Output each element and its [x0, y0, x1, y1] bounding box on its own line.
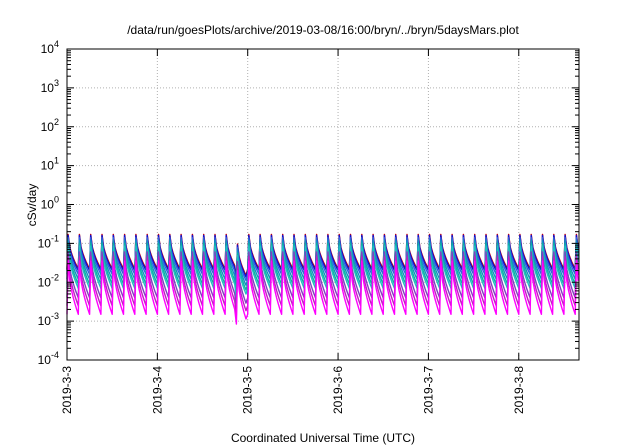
series-line	[66, 251, 579, 309]
x-tick-label: 2019-3-6	[331, 366, 345, 414]
series-line	[66, 256, 579, 317]
x-tick-label: 2019-3-8	[512, 366, 526, 414]
x-axis-label: Coordinated Universal Time (UTC)	[231, 431, 415, 445]
chart-title: /data/run/goesPlots/archive/2019-03-08/1…	[127, 23, 519, 37]
series-line	[66, 239, 579, 290]
axis-ticks	[66, 48, 579, 361]
grid-lines	[67, 49, 579, 360]
x-tick-label: 2019-3-3	[60, 366, 74, 414]
x-tick-label: 2019-3-7	[421, 366, 435, 414]
series-line	[66, 245, 579, 299]
series-line	[66, 234, 579, 281]
series-group	[66, 233, 579, 325]
series-line	[66, 242, 579, 295]
series-line	[66, 260, 579, 325]
y-axis-label: cSv/day	[25, 184, 39, 227]
series-line	[66, 237, 579, 285]
y-tick-label: 10-4	[38, 350, 59, 367]
y-tick-label: 10-3	[38, 311, 59, 328]
y-tick-label: 10-1	[38, 233, 59, 250]
x-tick-label: 2019-3-5	[241, 366, 255, 414]
y-tick-label: 102	[41, 117, 59, 134]
y-tick-labels: 10-4 10-3 10-2 10-1 100 101 102 103 104	[38, 39, 59, 367]
y-tick-label: 10-2	[38, 272, 59, 289]
y-tick-label: 104	[41, 39, 59, 56]
x-tick-label: 2019-3-4	[150, 366, 164, 414]
y-tick-label: 101	[41, 156, 59, 173]
y-tick-label: 100	[41, 195, 59, 212]
y-tick-label: 103	[41, 78, 59, 95]
x-tick-labels: 2019-3-3 2019-3-4 2019-3-5 2019-3-6 2019-3-7…	[60, 366, 526, 414]
